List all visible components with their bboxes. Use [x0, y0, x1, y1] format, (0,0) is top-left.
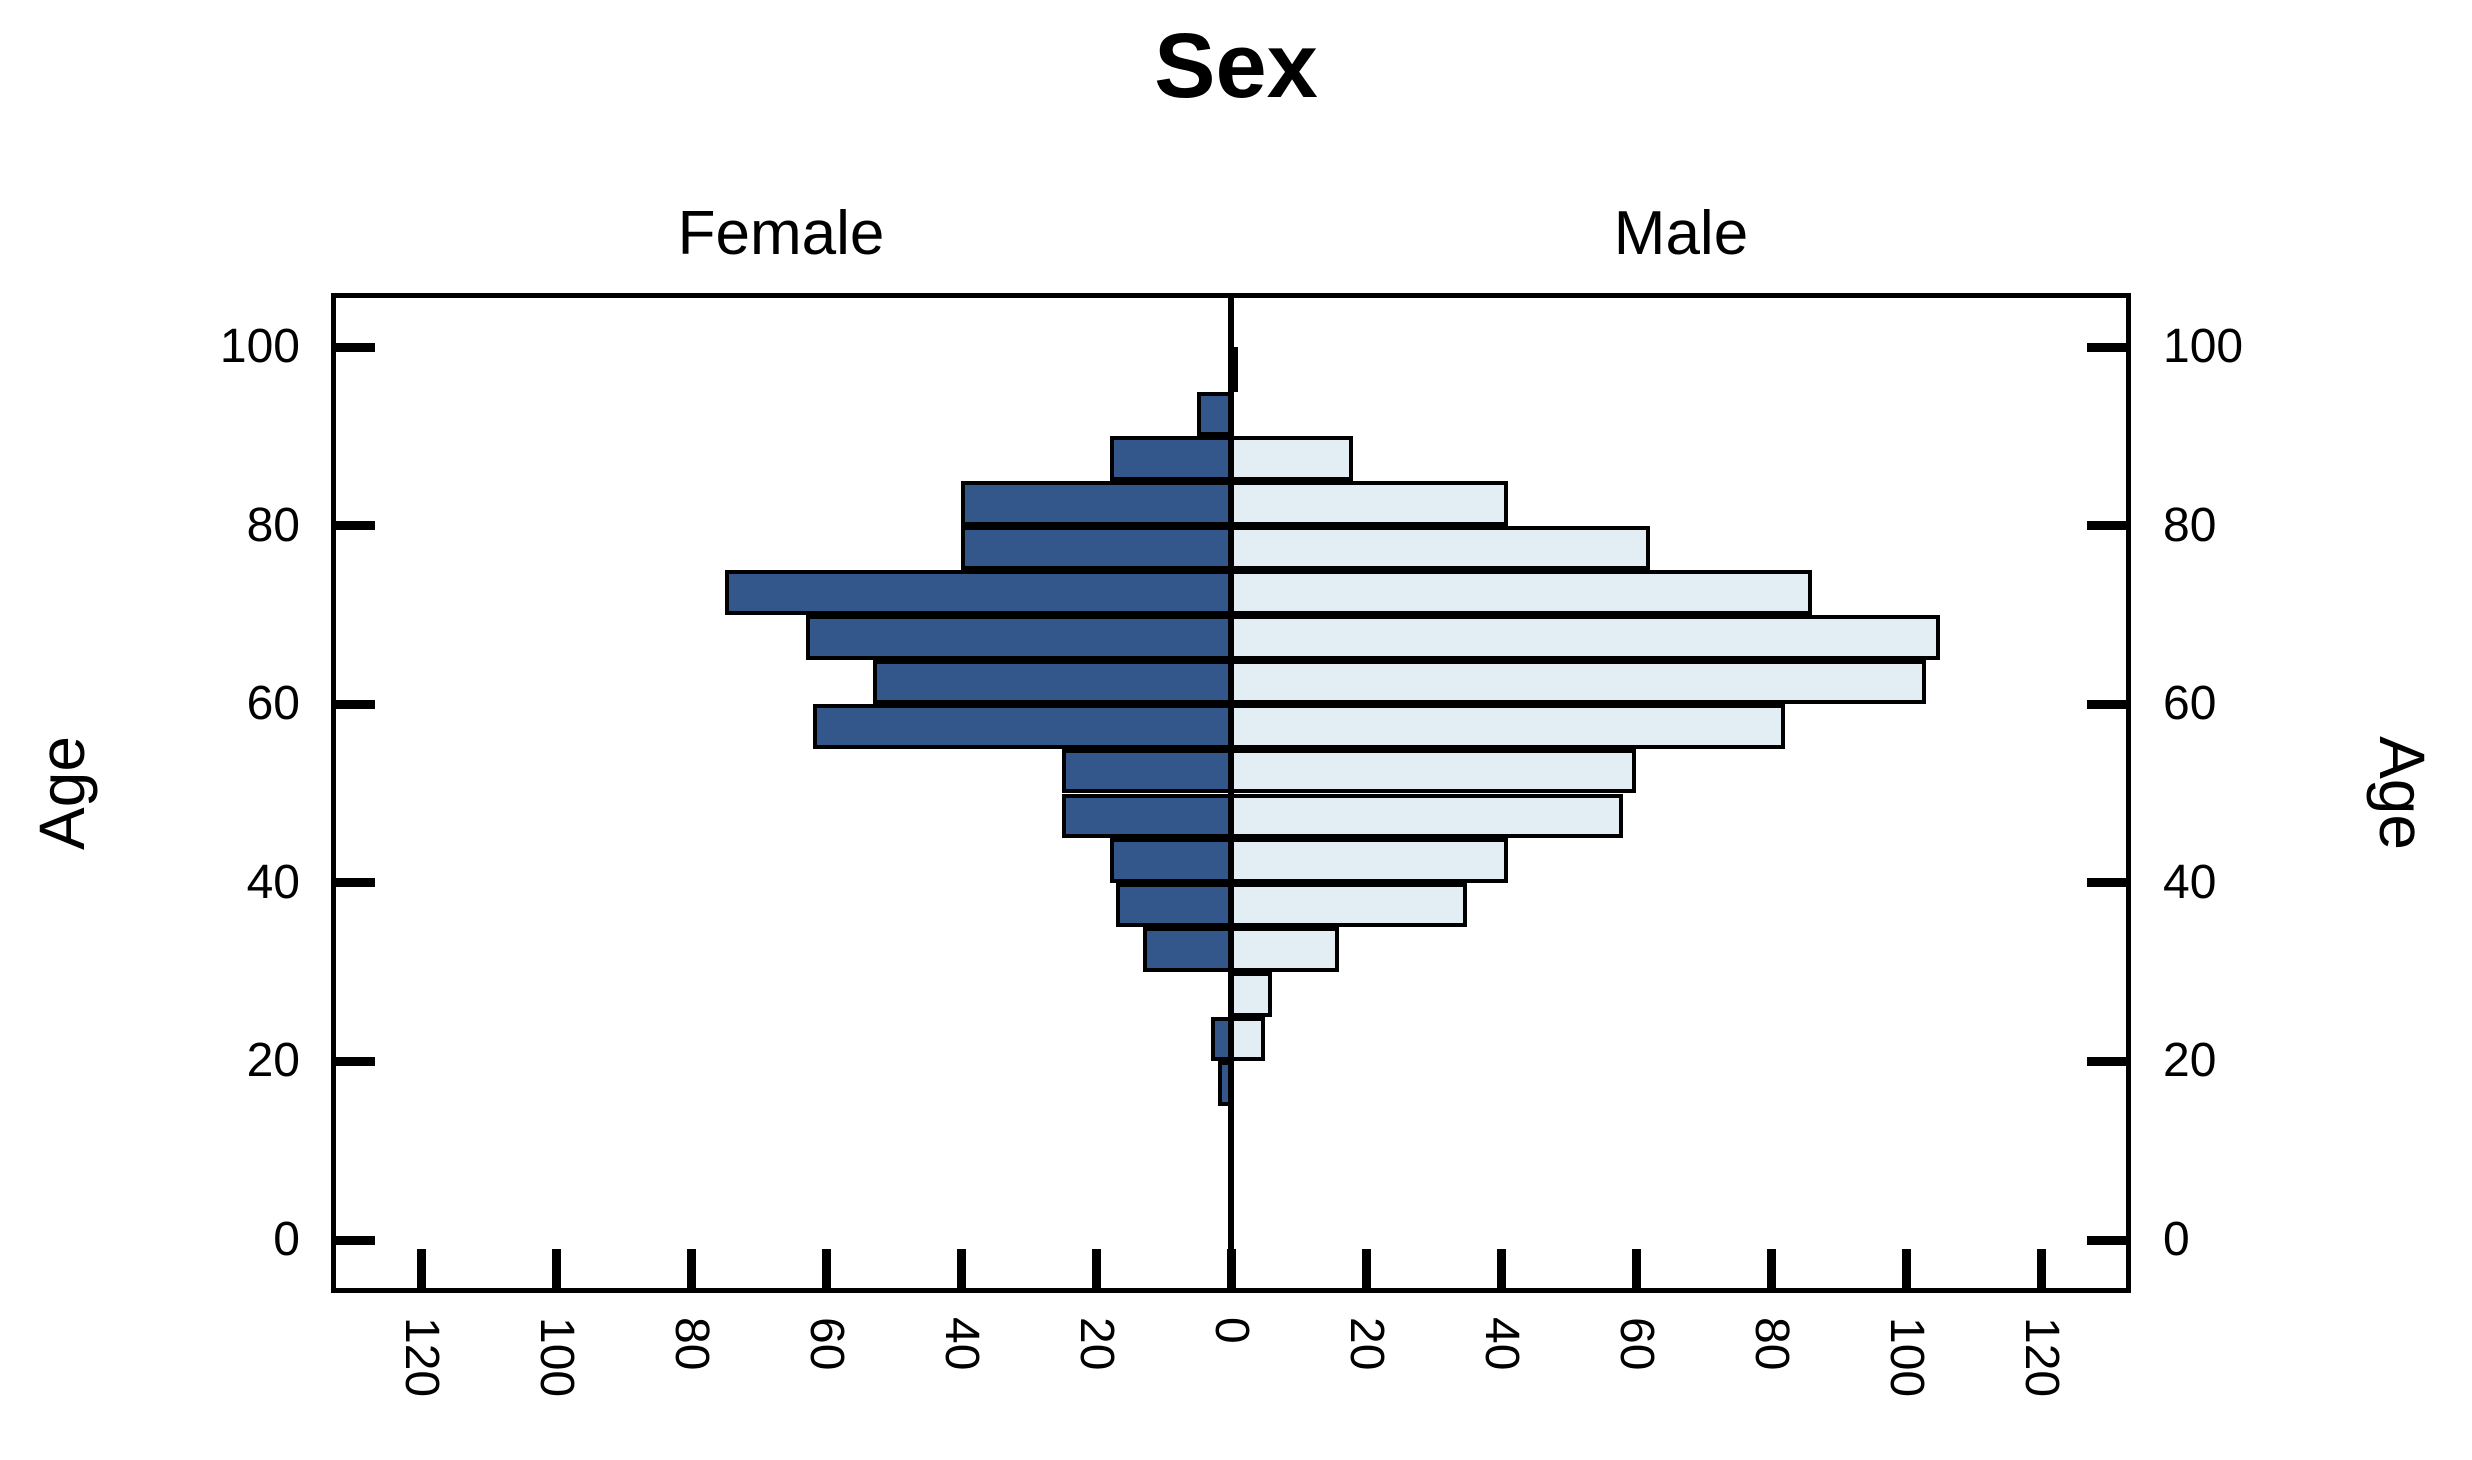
bar-male-45-50	[1229, 793, 1623, 839]
value-tick--100	[551, 1249, 561, 1293]
value-tick--60	[821, 1249, 831, 1293]
bar-male-65-70	[1229, 614, 1940, 660]
age-tick-label-right-0: 0	[2163, 1213, 2190, 1266]
value-tick-label-0: 120	[395, 1317, 448, 1398]
age-tick-label-right-60: 60	[2163, 677, 2217, 731]
zero-baseline	[1228, 293, 1234, 1293]
bar-female-85-90	[1109, 436, 1233, 481]
value-tick--80	[686, 1249, 696, 1293]
value-tick-label-4: 40	[935, 1317, 988, 1371]
bar-female-80-85	[961, 480, 1233, 526]
value-tick-label-1: 100	[530, 1317, 583, 1398]
bar-female-50-55	[1062, 748, 1233, 794]
value-tick-20	[1361, 1249, 1371, 1293]
bar-female-75-80	[961, 525, 1233, 571]
value-tick-40	[1496, 1249, 1506, 1293]
value-tick-label-11: 100	[1880, 1317, 1933, 1398]
age-tick-left-0	[331, 1235, 375, 1245]
age-tick-left-60	[331, 699, 375, 709]
y-axis-label-right: Age	[2366, 736, 2438, 850]
age-tick-right-20	[2087, 1056, 2131, 1066]
age-tick-right-0	[2087, 1235, 2131, 1245]
value-tick-label-3: 60	[800, 1317, 853, 1371]
age-tick-right-40	[2087, 878, 2131, 888]
age-tick-right-80	[2087, 521, 2131, 531]
y-axis-label-left: Age	[26, 736, 98, 850]
age-tick-label-left-80: 80	[246, 498, 300, 552]
bar-male-55-60	[1229, 704, 1785, 749]
value-tick-60	[1631, 1249, 1641, 1293]
chart-title: Sex	[1154, 15, 1318, 117]
value-tick-100	[1901, 1249, 1911, 1293]
age-tick-left-100	[331, 342, 375, 352]
bar-female-30-35	[1143, 927, 1233, 973]
value-tick--20	[1091, 1249, 1101, 1293]
bar-female-60-65	[873, 659, 1233, 705]
age-tick-label-left-100: 100	[219, 320, 300, 373]
bar-male-75-80	[1229, 525, 1650, 571]
bar-female-40-45	[1109, 838, 1233, 883]
value-tick-label-9: 60	[1610, 1317, 1663, 1371]
age-tick-left-20	[331, 1056, 375, 1066]
value-tick-label-10: 80	[1745, 1317, 1798, 1371]
bar-male-50-55	[1229, 748, 1636, 794]
age-tick-label-left-0: 0	[273, 1213, 300, 1266]
age-tick-label-right-20: 20	[2163, 1034, 2217, 1088]
panel-header-female: Female	[677, 199, 885, 268]
age-tick-label-left-20: 20	[246, 1034, 300, 1088]
bar-male-80-85	[1229, 480, 1508, 526]
bar-male-40-45	[1229, 838, 1508, 883]
bar-male-20-25	[1229, 1016, 1265, 1062]
panel-header-male: Male	[1613, 199, 1749, 268]
value-tick-label-12: 120	[2015, 1317, 2068, 1398]
value-tick-label-7: 20	[1340, 1317, 1393, 1371]
value-tick-label-5: 20	[1070, 1317, 1123, 1371]
bar-female-65-70	[805, 614, 1233, 660]
age-tick-label-left-60: 60	[246, 677, 300, 731]
bar-female-45-50	[1062, 793, 1233, 839]
bar-female-70-75	[724, 570, 1233, 615]
age-tick-label-right-80: 80	[2163, 498, 2217, 552]
bar-male-35-40	[1229, 882, 1468, 928]
age-tick-label-right-100: 100	[2163, 320, 2244, 373]
value-tick-80	[1766, 1249, 1776, 1293]
bar-male-30-35	[1229, 927, 1339, 973]
bar-male-25-30	[1229, 972, 1272, 1017]
age-tick-right-100	[2087, 342, 2131, 352]
bar-male-60-65	[1229, 659, 1927, 705]
age-tick-label-right-40: 40	[2163, 855, 2217, 909]
bar-female-35-40	[1116, 882, 1233, 928]
age-tick-left-40	[331, 878, 375, 888]
value-tick--40	[956, 1249, 966, 1293]
value-tick-label-8: 40	[1475, 1317, 1528, 1371]
value-tick-label-2: 80	[665, 1317, 718, 1371]
age-tick-left-80	[331, 521, 375, 531]
value-tick--120	[416, 1249, 426, 1293]
value-tick-120	[2036, 1249, 2046, 1293]
bar-female-55-60	[812, 704, 1233, 749]
bar-male-70-75	[1229, 570, 1812, 615]
age-tick-label-left-40: 40	[246, 855, 300, 909]
value-tick-label-6: 0	[1205, 1317, 1258, 1344]
bar-male-85-90	[1229, 436, 1353, 481]
age-tick-right-60	[2087, 699, 2131, 709]
